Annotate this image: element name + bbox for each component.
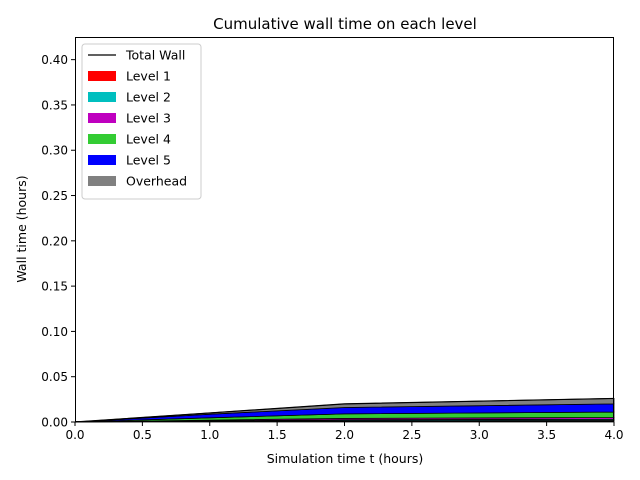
legend-swatch-overhead: [88, 176, 116, 186]
total-wall-line: [74, 397, 615, 423]
y-tick-label: 0.25: [41, 189, 68, 203]
legend-swatch-level-5: [88, 155, 116, 165]
legend-label-level-5: Level 5: [126, 153, 171, 168]
y-tick-label: 0.20: [41, 234, 68, 248]
y-tick-label: 0.35: [41, 98, 68, 112]
x-tick-label: 1.0: [200, 428, 219, 442]
y-tick-label: 0.10: [41, 325, 68, 339]
y-tick-label: 0.05: [41, 370, 68, 384]
legend-label-level-1: Level 1: [126, 69, 171, 84]
y-tick-label: 0.00: [41, 416, 68, 430]
axes-frame: [75, 37, 614, 422]
y-axis-label: Wall time (hours): [14, 175, 29, 282]
legend-label-level-3: Level 3: [126, 111, 171, 126]
legend-label-level-2: Level 2: [126, 90, 171, 105]
legend: Total Wall Level 1 Level 2 Level 3 Level 4 Le…: [81, 43, 202, 200]
x-tick-label: 3.5: [537, 428, 556, 442]
x-tick-label: 2.5: [402, 428, 421, 442]
legend-swatch-level-3: [88, 113, 116, 123]
legend-label-overhead: Overhead: [126, 174, 187, 189]
y-tick-label: 0.30: [41, 144, 68, 158]
legend-swatch-level-4: [88, 134, 116, 144]
x-tick-label: 0.5: [133, 428, 152, 442]
y-tick-label: 0.40: [41, 53, 68, 67]
legend-swatch-level-1: [88, 71, 116, 81]
x-axis-label: Simulation time t (hours): [267, 451, 424, 466]
y-tick-label: 0.15: [41, 280, 68, 294]
legend-label-level-4: Level 4: [126, 132, 171, 147]
x-tick-label: 0.0: [65, 428, 84, 442]
x-tick-label: 1.5: [268, 428, 287, 442]
x-tick-label: 4.0: [604, 428, 623, 442]
legend-swatch-level-2: [88, 92, 116, 102]
chart-title: Cumulative wall time on each level: [213, 15, 477, 33]
axis-ticks: 0.0 0.5 1.0 1.5 2.0 2.5 3.0 3.5 4.0 0.00 0.05 0.10 0…: [41, 53, 623, 442]
legend-label-total-wall: Total Wall: [125, 48, 185, 63]
x-tick-label: 3.0: [470, 428, 489, 442]
x-tick-label: 2.0: [335, 428, 354, 442]
